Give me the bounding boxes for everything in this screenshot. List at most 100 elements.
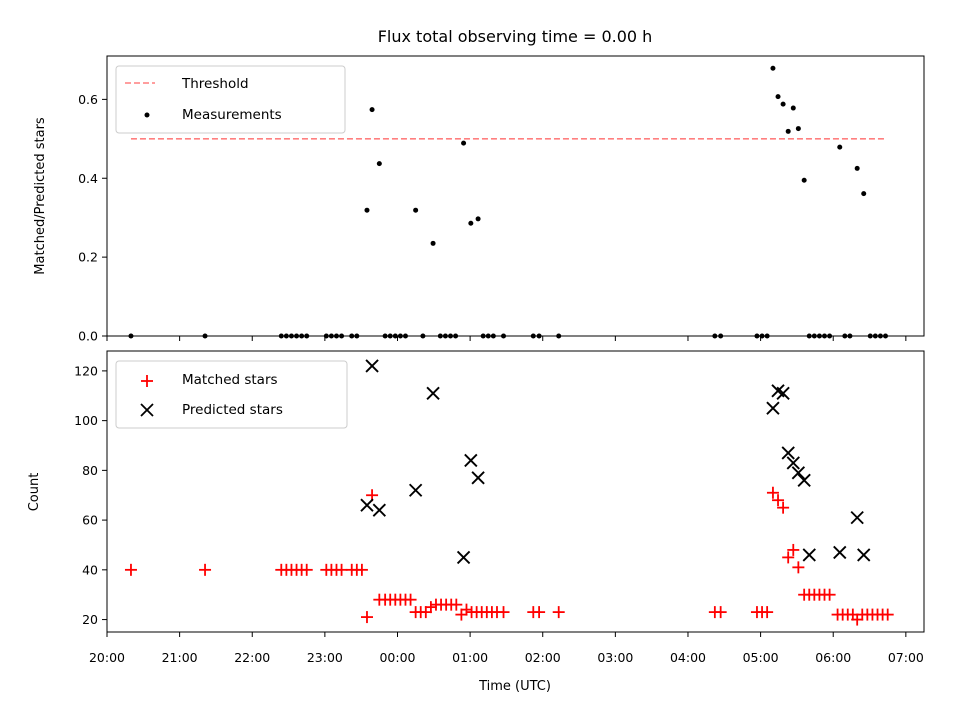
- matched-star-marker: [300, 563, 313, 576]
- measurement-points: [128, 65, 889, 339]
- matched-star-marker: [772, 494, 785, 507]
- measurement-point: [485, 333, 491, 339]
- matched-star-marker: [792, 561, 805, 574]
- measurement-point: [867, 333, 873, 339]
- predicted-star-marker: [464, 453, 478, 468]
- matched-star-marker: [787, 543, 800, 556]
- measurement-point: [872, 333, 878, 339]
- matched-star-marker: [450, 598, 463, 611]
- threshold-legend-label: Threshold: [181, 76, 249, 92]
- measurement-point: [349, 333, 355, 339]
- measurement-point: [369, 107, 375, 113]
- x-axis-label: Time (UTC): [478, 679, 551, 694]
- measurement-point: [339, 333, 345, 339]
- measurement-point: [283, 333, 289, 339]
- predicted-stars-points: [360, 359, 871, 565]
- bottom-y-axis-label: Count: [27, 473, 42, 512]
- measurement-point: [754, 333, 760, 339]
- measurement-point: [775, 94, 781, 100]
- predicted-star-marker: [833, 545, 847, 560]
- bottom-plot-frame: [106, 350, 925, 633]
- top-legend: Threshold Measurements: [115, 65, 346, 134]
- predicted-star-marker: [850, 510, 864, 525]
- top-plot-frame: [106, 55, 925, 337]
- matched-star-marker: [360, 611, 373, 624]
- measurement-point: [770, 65, 776, 71]
- top-y-axis-label: Matched/Predicted stars: [33, 117, 48, 275]
- measurement-point: [801, 177, 807, 183]
- matched-star-marker: [404, 593, 417, 606]
- x-tick-label: 22:00: [234, 650, 270, 665]
- matched-star-marker: [124, 563, 137, 576]
- predicted-star-marker: [781, 446, 795, 460]
- matched-star-marker: [881, 608, 894, 621]
- top-x-axis-ticks: [106, 336, 907, 341]
- bottom-y-tick-label: 80: [82, 463, 98, 478]
- measurement-point: [501, 333, 507, 339]
- measurement-point: [128, 333, 134, 339]
- bottom-y-tick-label: 120: [74, 363, 98, 378]
- x-tick-label: 01:00: [452, 650, 488, 665]
- measurement-point: [402, 333, 408, 339]
- predicted-star-marker: [786, 456, 800, 470]
- predicted-star-marker: [797, 473, 811, 487]
- x-tick-label: 05:00: [743, 650, 779, 665]
- measurement-point: [764, 333, 770, 339]
- measurement-point: [202, 333, 208, 339]
- matched-star-marker: [714, 606, 727, 619]
- measurement-point: [468, 220, 474, 226]
- predicted-star-marker: [360, 498, 374, 512]
- bottom-y-tick-label: 60: [82, 513, 98, 528]
- predicted-star-marker: [857, 548, 871, 562]
- matched-star-marker: [455, 608, 468, 621]
- measurement-point: [811, 333, 817, 339]
- matched-star-marker: [851, 613, 864, 626]
- measurement-point: [883, 333, 889, 339]
- bottom-legend: Matched stars Predicted stars: [115, 360, 348, 429]
- top-legend-box: [115, 65, 346, 134]
- predicted-star-marker: [426, 386, 440, 400]
- matched-star-marker: [766, 486, 779, 499]
- measurement-point: [288, 333, 294, 339]
- x-tick-label: 23:00: [307, 650, 343, 665]
- measurement-point: [430, 240, 436, 246]
- chart-title: Flux total observing time = 0.00 h: [378, 27, 653, 46]
- predicted-star-marker: [372, 503, 387, 517]
- measurement-point: [376, 161, 382, 167]
- measurement-point: [323, 333, 329, 339]
- predicted-star-marker: [471, 471, 485, 485]
- x-tick-label: 07:00: [888, 650, 924, 665]
- measurement-point: [530, 333, 536, 339]
- matched-star-marker: [335, 563, 348, 576]
- measurement-point: [822, 333, 828, 339]
- measurement-point: [837, 144, 843, 150]
- top-y-tick-label: 0.2: [78, 250, 98, 265]
- measurement-point: [299, 333, 305, 339]
- measurement-point: [480, 333, 486, 339]
- measurement-point: [437, 333, 443, 339]
- measurement-point: [861, 191, 867, 197]
- measurement-point: [877, 333, 883, 339]
- measurement-point: [364, 207, 370, 213]
- measurement-point: [448, 333, 454, 339]
- x-tick-label: 21:00: [162, 650, 198, 665]
- measurement-point: [827, 333, 833, 339]
- predicted-star-marker: [766, 401, 780, 415]
- x-tick-label: 03:00: [597, 650, 633, 665]
- measurement-point: [382, 333, 388, 339]
- measurements-legend-label: Measurements: [182, 107, 282, 123]
- x-tick-label: 00:00: [379, 650, 415, 665]
- matched-star-marker: [199, 563, 212, 576]
- measurement-point: [847, 333, 853, 339]
- measurement-point: [387, 333, 393, 339]
- measurement-point: [397, 333, 403, 339]
- predicted-star-marker: [365, 359, 379, 373]
- measurement-point: [420, 333, 426, 339]
- measurement-point: [328, 333, 334, 339]
- bottom-y-tick-label: 100: [74, 413, 98, 428]
- top-plot-panel: 0.0 0.2 0.4 0.6 Matched/Predicted stars Thr…: [33, 55, 925, 344]
- bottom-legend-box: [115, 360, 348, 429]
- measurement-point: [712, 333, 718, 339]
- measurement-point: [790, 105, 796, 111]
- measurement-point: [536, 333, 542, 339]
